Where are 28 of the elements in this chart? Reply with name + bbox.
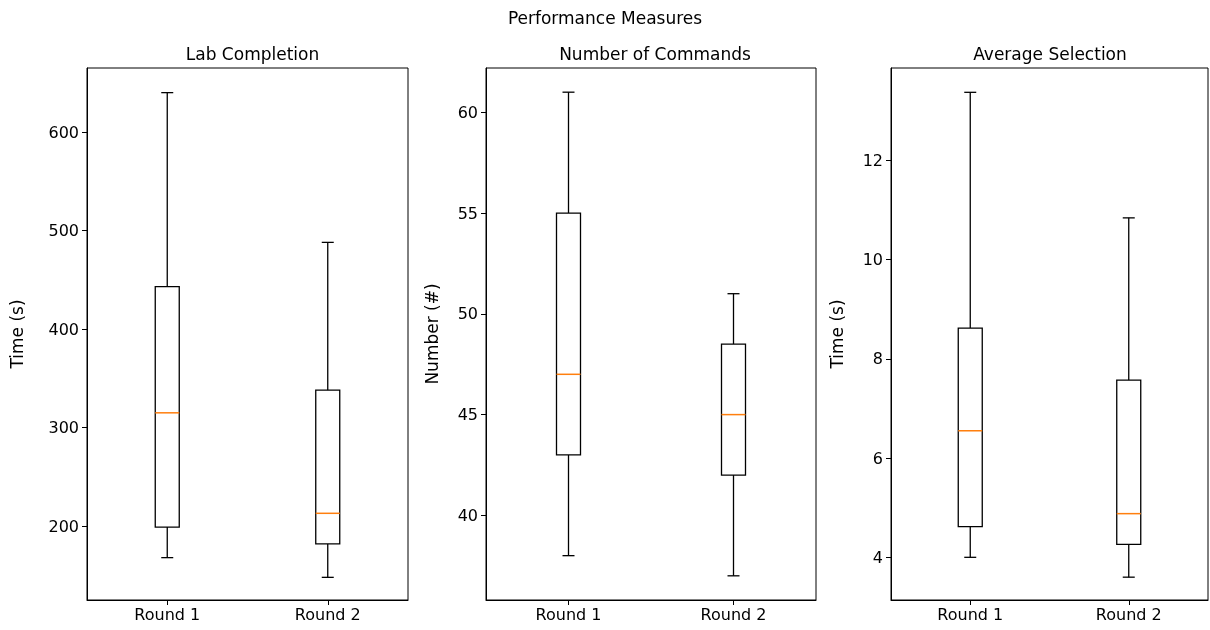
x-tick-label: Round 1 bbox=[535, 604, 602, 624]
y-axis-title: Time (s) bbox=[6, 299, 27, 370]
y-tick-label: 60 bbox=[457, 102, 478, 122]
chart-title: Lab Completion bbox=[185, 43, 320, 64]
y-tick-label: 40 bbox=[457, 505, 478, 525]
y-tick-label: 50 bbox=[457, 304, 478, 324]
chart-title: Average Selection bbox=[973, 43, 1127, 64]
x-tick-label: Round 2 bbox=[1095, 604, 1162, 624]
y-tick-label: 500 bbox=[48, 221, 79, 241]
y-tick-label: 400 bbox=[48, 319, 79, 339]
text: Performance Measures bbox=[506, 8, 704, 28]
x-tick-label: Round 2 bbox=[700, 604, 767, 624]
y-tick-label: 12 bbox=[862, 150, 883, 170]
x-tick-label: Round 2 bbox=[294, 604, 361, 624]
chart-title: Number of Commands bbox=[559, 43, 751, 64]
y-tick-label: 55 bbox=[457, 203, 478, 223]
y-axis-title: Number (#) bbox=[421, 283, 442, 385]
y-tick-label: 200 bbox=[48, 516, 79, 536]
y-axis-title: Time (s) bbox=[826, 299, 847, 370]
x-tick-label: Round 1 bbox=[134, 604, 201, 624]
y-tick-label: 8 bbox=[872, 349, 883, 369]
y-tick-label: 4 bbox=[872, 547, 883, 567]
y-tick-label: 300 bbox=[48, 418, 79, 438]
y-tick-label: 45 bbox=[457, 405, 478, 425]
x-tick-label: Round 1 bbox=[937, 604, 1004, 624]
y-tick-label: 6 bbox=[872, 448, 883, 468]
y-tick-label: 600 bbox=[48, 122, 79, 142]
y-tick-label: 10 bbox=[862, 250, 883, 270]
